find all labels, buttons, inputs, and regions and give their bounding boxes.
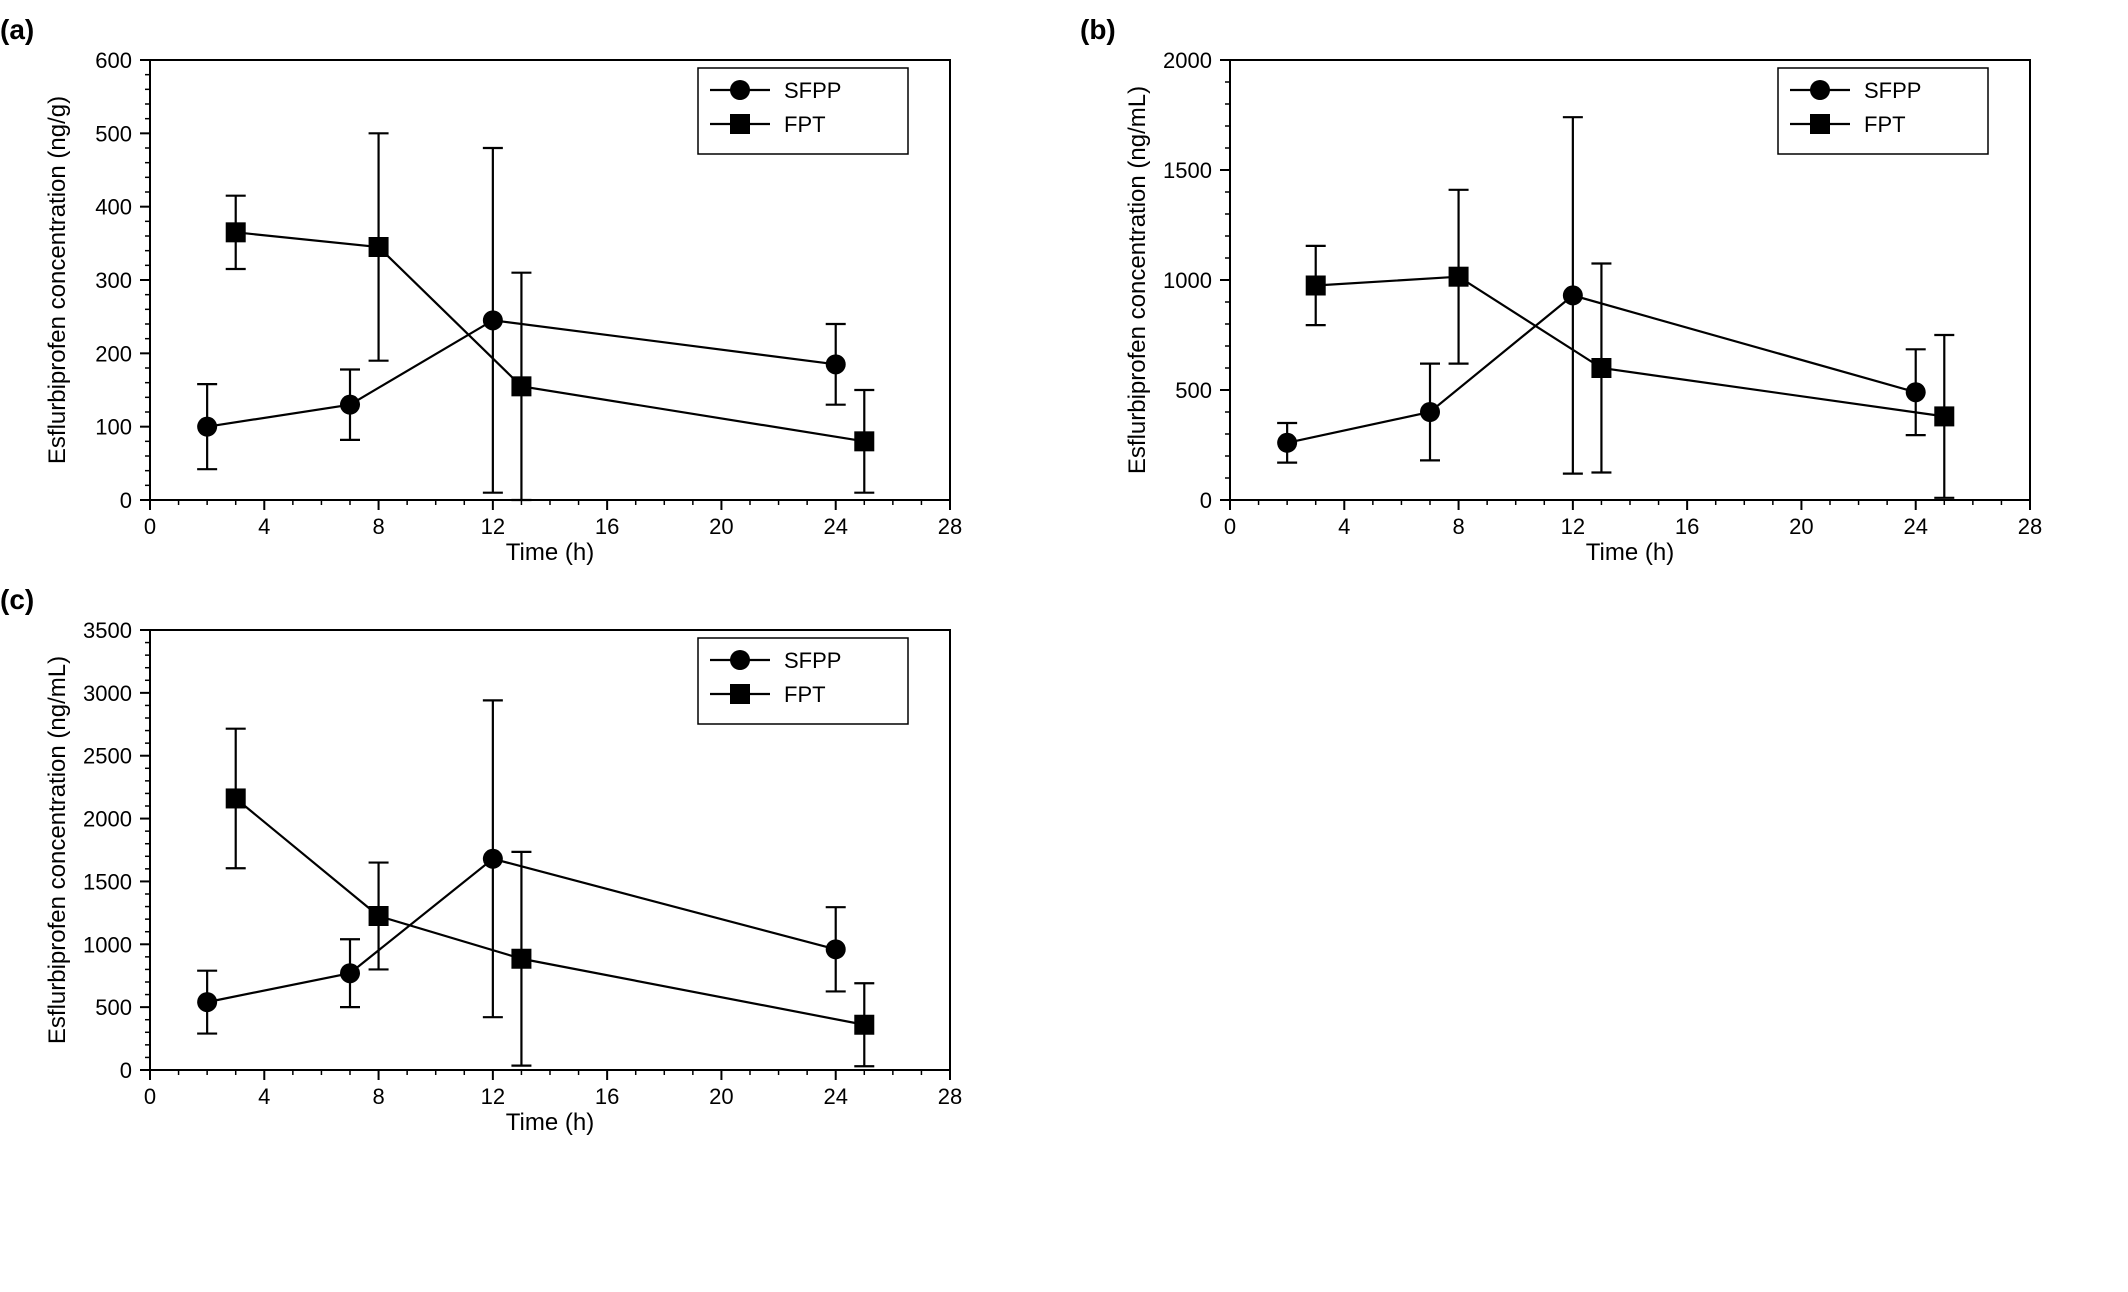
svg-text:0: 0 — [120, 1058, 132, 1083]
svg-text:1500: 1500 — [1163, 158, 1212, 183]
panel-b-label: (b) — [1080, 14, 1116, 46]
svg-text:0: 0 — [120, 488, 132, 513]
svg-text:2000: 2000 — [83, 807, 132, 832]
svg-text:24: 24 — [823, 1084, 847, 1109]
svg-text:24: 24 — [1903, 514, 1927, 539]
svg-text:Esflurbiprofen concentration (: Esflurbiprofen concentration (ng/mL) — [44, 656, 71, 1044]
svg-text:8: 8 — [372, 514, 384, 539]
svg-text:500: 500 — [1175, 378, 1212, 403]
svg-text:Time (h): Time (h) — [506, 1109, 594, 1136]
svg-text:16: 16 — [595, 514, 619, 539]
svg-text:3500: 3500 — [83, 618, 132, 643]
panel-c-svg: 0 4 8 12 16 20 24 28 0 500 1000 1500 2000 2500 3000 350… — [20, 590, 980, 1150]
panel-a-label: (a) — [0, 14, 34, 46]
svg-text:0: 0 — [144, 514, 156, 539]
panel-b-svg: 0 4 8 12 16 20 24 28 0 500 1000 1500 2000 Time (h) Esf… — [1100, 20, 2060, 580]
svg-text:16: 16 — [595, 1084, 619, 1109]
svg-text:28: 28 — [938, 514, 962, 539]
svg-text:1000: 1000 — [1163, 268, 1212, 293]
svg-text:12: 12 — [481, 514, 505, 539]
svg-text:3000: 3000 — [83, 681, 132, 706]
svg-text:8: 8 — [372, 1084, 384, 1109]
svg-text:20: 20 — [1789, 514, 1813, 539]
panel-c-label: (c) — [0, 584, 34, 616]
svg-text:600: 600 — [95, 48, 132, 73]
svg-text:4: 4 — [258, 1084, 270, 1109]
svg-text:Esflurbiprofen concentration (: Esflurbiprofen concentration (ng/mL) — [1124, 86, 1151, 474]
svg-text:0: 0 — [144, 1084, 156, 1109]
svg-text:SFPP: SFPP — [1864, 78, 1921, 103]
svg-text:4: 4 — [1338, 514, 1350, 539]
svg-text:SFPP: SFPP — [784, 78, 841, 103]
panel-a: (a) 04812162024280100200300400500600Time… — [20, 20, 980, 580]
svg-text:28: 28 — [2018, 514, 2042, 539]
svg-text:1000: 1000 — [83, 932, 132, 957]
svg-text:4: 4 — [258, 514, 270, 539]
svg-text:FPT: FPT — [784, 112, 826, 137]
svg-text:SFPP: SFPP — [784, 648, 841, 673]
svg-text:1500: 1500 — [83, 869, 132, 894]
svg-text:300: 300 — [95, 268, 132, 293]
svg-text:8: 8 — [1452, 514, 1464, 539]
svg-text:12: 12 — [481, 1084, 505, 1109]
svg-text:FPT: FPT — [784, 682, 826, 707]
panel-a-svg: 0 4 8 12 16 20 24 28 0 100 200 300 400 500 600 Time (h)… — [20, 20, 980, 580]
svg-text:2000: 2000 — [1163, 48, 1212, 73]
svg-text:400: 400 — [95, 195, 132, 220]
figure: (a) 04812162024280100200300400500600Time… — [20, 20, 2108, 1150]
svg-text:16: 16 — [1675, 514, 1699, 539]
svg-text:100: 100 — [95, 415, 132, 440]
svg-text:Esflurbiprofen concentration (: Esflurbiprofen concentration (ng/g) — [44, 96, 71, 464]
svg-text:0: 0 — [1200, 488, 1212, 513]
svg-text:12: 12 — [1561, 514, 1585, 539]
svg-text:Time (h): Time (h) — [506, 539, 594, 566]
svg-text:Time (h): Time (h) — [1586, 539, 1674, 566]
svg-text:200: 200 — [95, 341, 132, 366]
svg-text:500: 500 — [95, 995, 132, 1020]
panel-b: (b) 04812162024280500100015002000Time (h… — [1100, 20, 2060, 580]
svg-text:FPT: FPT — [1864, 112, 1906, 137]
svg-text:20: 20 — [709, 514, 733, 539]
svg-text:500: 500 — [95, 121, 132, 146]
svg-text:0: 0 — [1224, 514, 1236, 539]
svg-text:2500: 2500 — [83, 744, 132, 769]
panel-c: (c) 048121620242805001000150020002500300… — [20, 590, 980, 1150]
svg-text:28: 28 — [938, 1084, 962, 1109]
svg-text:20: 20 — [709, 1084, 733, 1109]
svg-text:24: 24 — [823, 514, 847, 539]
